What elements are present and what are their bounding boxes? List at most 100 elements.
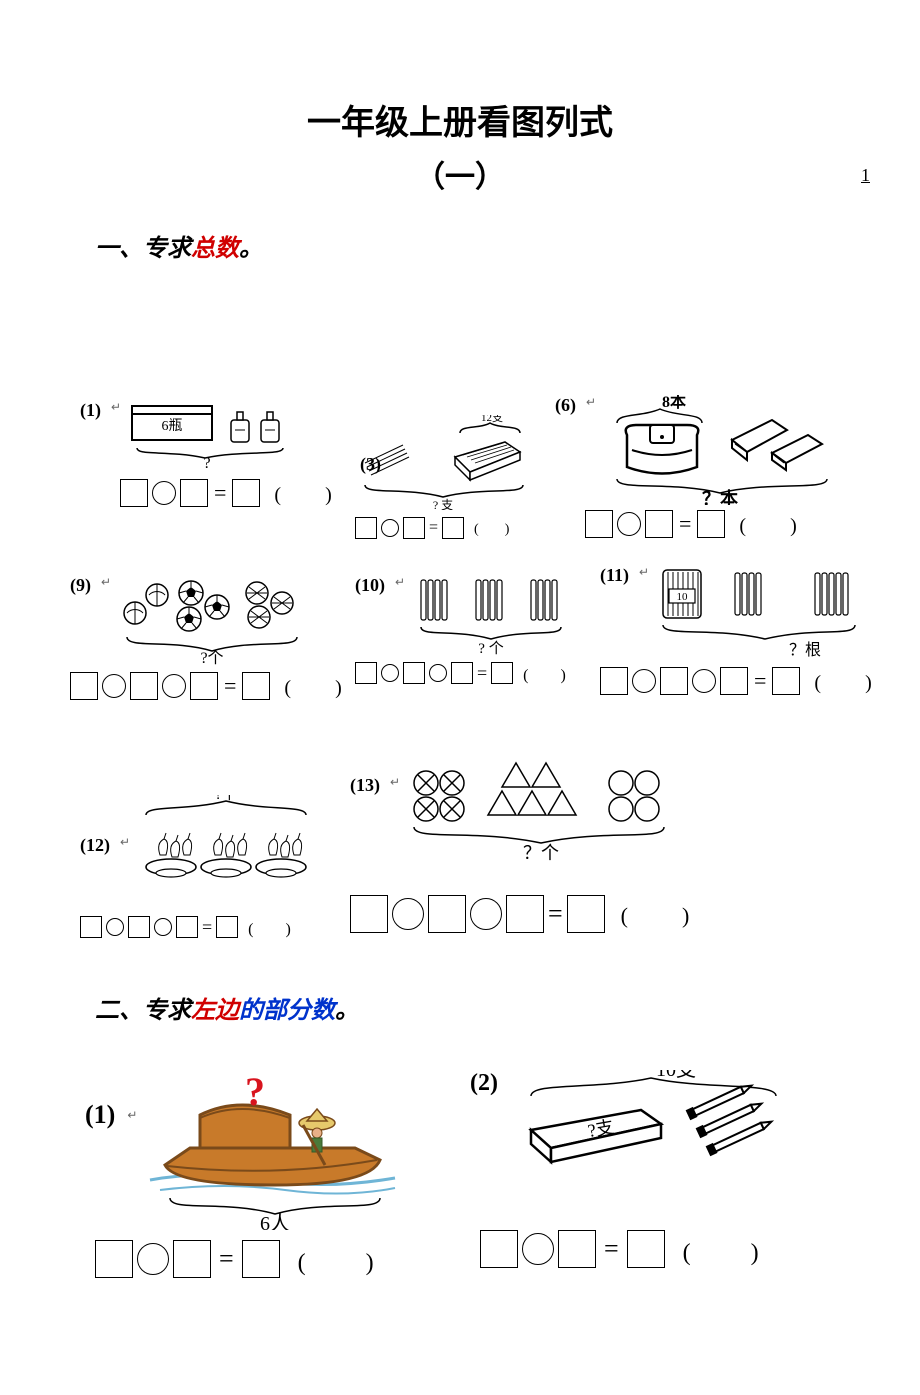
page-subtitle: （一） — [0, 152, 920, 196]
p9-q: ?个 — [201, 649, 224, 665]
p10-equation: = ( ) — [355, 661, 574, 685]
p9-equation: = ( ) — [70, 671, 360, 700]
p10-q: ? 个 — [478, 640, 503, 655]
blank-op — [632, 669, 656, 693]
unit-paren: ( ) — [669, 1232, 777, 1267]
p11-num: (11) — [600, 565, 629, 586]
blank-box — [660, 667, 688, 695]
blank-box — [480, 1230, 518, 1268]
stick-group — [531, 580, 557, 620]
return-icon: ↵ — [120, 835, 130, 850]
return-icon: ↵ — [390, 775, 400, 790]
problem-1: (1)↵ 6瓶 ? = ( ) — [80, 400, 340, 512]
p3-num: (3) — [360, 454, 381, 475]
blank-box — [128, 916, 150, 938]
blank-op — [137, 1243, 169, 1275]
equals: = — [212, 480, 228, 506]
p3-q: ? 支 — [433, 498, 453, 510]
p6-equation: = ( ) — [585, 509, 815, 538]
blank-op — [617, 512, 641, 536]
equals: = — [429, 519, 438, 537]
blank-box — [180, 479, 208, 507]
s2p2-top-label: 10支 — [656, 1070, 696, 1081]
p9-figure: ?个 — [117, 575, 327, 665]
blank-op — [152, 481, 176, 505]
blank-box — [403, 662, 425, 684]
p6-figure: 8本 ？本 — [602, 395, 835, 505]
p13-figure: ？个 — [406, 755, 716, 865]
blank-box — [428, 895, 466, 933]
blank-box — [190, 672, 218, 700]
equals: = — [677, 511, 693, 537]
blank-box — [95, 1240, 133, 1278]
return-icon: ↵ — [586, 395, 596, 410]
return-icon: ↵ — [111, 400, 121, 415]
p13-q: ？个 — [523, 843, 559, 863]
s2-post: 。 — [335, 998, 359, 1024]
return-icon: ↵ — [127, 1108, 137, 1123]
blank-op — [692, 669, 716, 693]
blank-box — [697, 510, 725, 538]
unit-paren: ( ) — [609, 898, 706, 930]
unit-paren: ( ) — [729, 509, 814, 538]
p6-q: ？本 — [702, 488, 738, 505]
s2-red: 左边 — [191, 998, 239, 1024]
blank-box — [451, 662, 473, 684]
stick-group — [421, 580, 447, 620]
blank-op — [470, 898, 502, 930]
p12-num: (12) — [80, 835, 110, 856]
p13-equation: = ( ) — [350, 895, 705, 933]
p6-num: (6) — [555, 395, 576, 416]
p1-box-label: 6瓶 — [162, 418, 183, 434]
section2-problem-2: (2) 10支 ?支 = ( ) — [470, 1070, 820, 1273]
page-title: 一年级上册看图列式 — [0, 95, 920, 144]
s2p2-equation: = ( ) — [480, 1230, 777, 1268]
blank-box — [567, 895, 605, 933]
blank-op — [102, 674, 126, 698]
s2-blue: 的部分数 — [239, 998, 335, 1024]
blank-box — [558, 1230, 596, 1268]
section2-heading: 二、专求左边的部分数。 — [95, 990, 359, 1025]
plate — [201, 833, 251, 877]
problem-12: (12) ↵ ?个 — [80, 795, 320, 943]
blank-box — [645, 510, 673, 538]
s2p1-equation: = ( ) — [95, 1240, 392, 1278]
s2p1-brace-label: 6人 — [260, 1212, 290, 1230]
unit-paren: ( ) — [517, 661, 574, 685]
blank-op — [522, 1233, 554, 1265]
blank-op — [154, 918, 172, 936]
p11-equation: = ( ) — [600, 666, 890, 695]
equals: = — [222, 673, 238, 699]
unit-paren: ( ) — [264, 478, 349, 507]
return-icon: ↵ — [395, 575, 405, 590]
p3-top-label: 12支 — [481, 415, 503, 424]
p10-num: (10) — [355, 575, 385, 596]
s2p1-figure: ? 6人 — [145, 1070, 405, 1230]
unit-paren: ( ) — [284, 1242, 392, 1277]
problem-3: 12支 (3) ? 支 = ( ) — [345, 415, 545, 544]
blank-box — [491, 662, 513, 684]
triangles — [488, 763, 576, 815]
p9-num: (9) — [70, 575, 91, 596]
unit-paren: ( ) — [242, 915, 299, 939]
blank-box — [350, 895, 388, 933]
blank-op — [392, 898, 424, 930]
blank-box — [600, 667, 628, 695]
s2p1-num: (1) — [85, 1100, 115, 1130]
blank-box — [242, 1240, 280, 1278]
blank-box — [403, 517, 425, 539]
plate — [256, 833, 306, 877]
p12-figure: ?个 — [136, 795, 320, 895]
s2-pre: 二、专求 — [95, 998, 191, 1024]
blank-box — [232, 479, 260, 507]
blank-op — [381, 519, 399, 537]
p11-bundle-label: 10 — [677, 591, 689, 603]
blank-box — [130, 672, 158, 700]
problem-13: (13)↵ ？个 — [350, 755, 730, 938]
stick-group — [735, 573, 761, 615]
unit-paren: ( ) — [468, 518, 515, 538]
return-icon: ↵ — [101, 575, 111, 590]
blank-box — [442, 517, 464, 539]
s1-red: 总数 — [191, 236, 239, 262]
p1-equation: = ( ) — [120, 478, 350, 507]
